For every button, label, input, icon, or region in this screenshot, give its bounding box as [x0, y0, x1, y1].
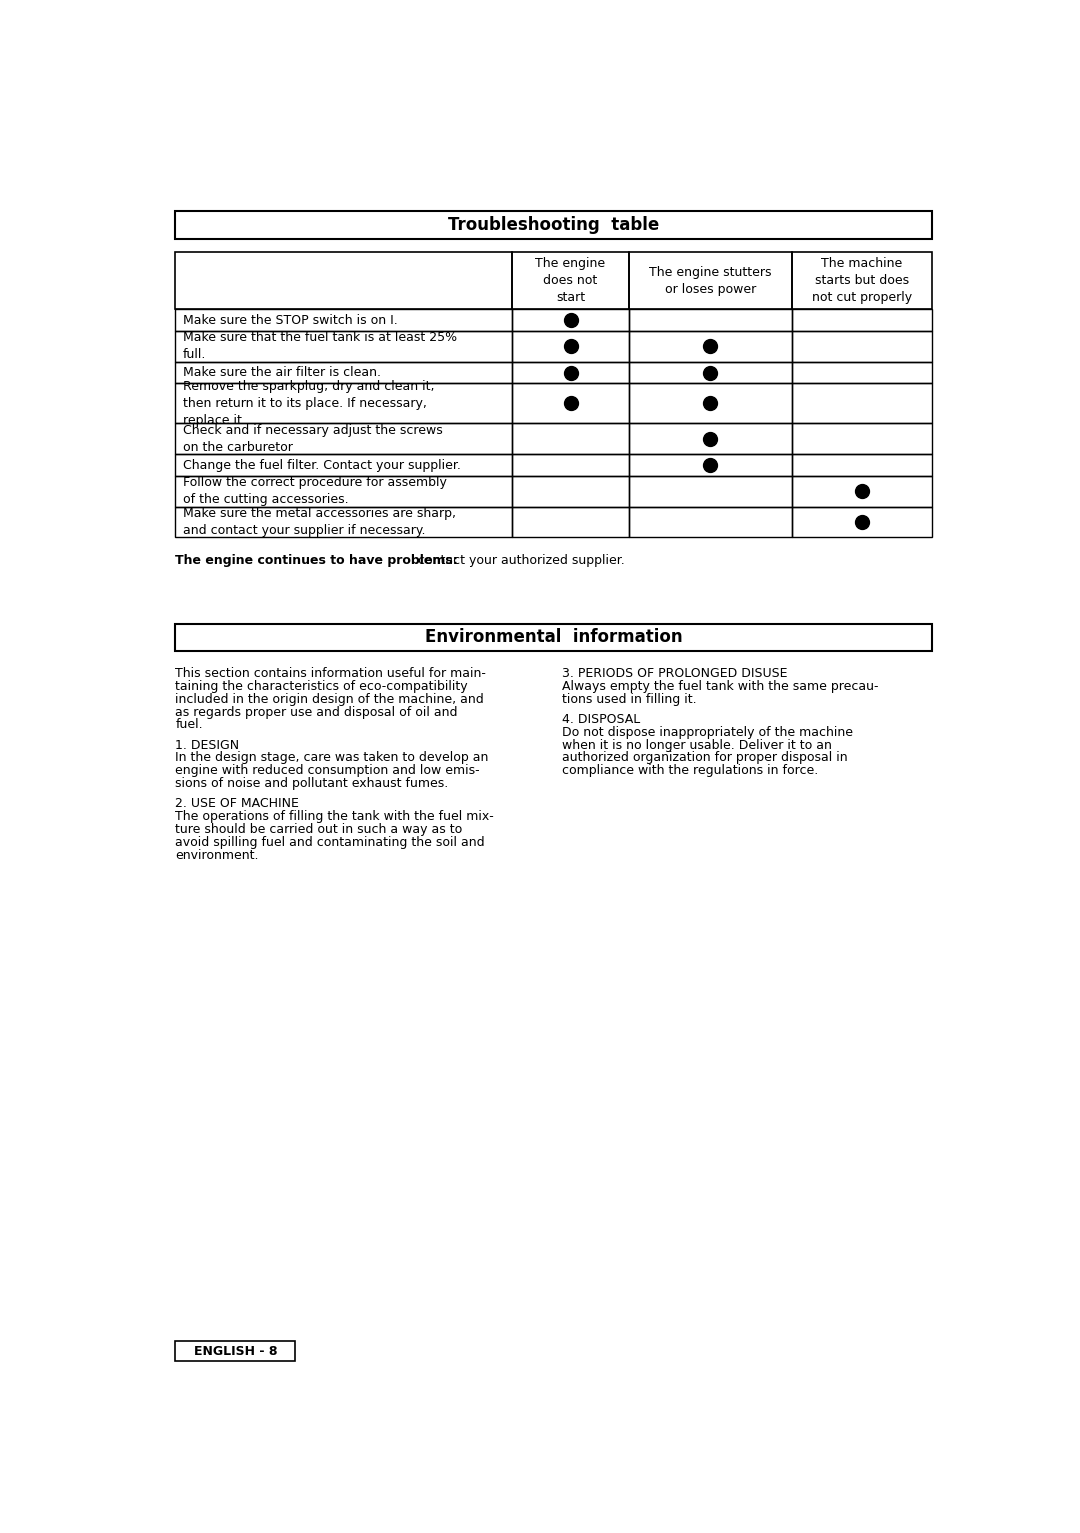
Text: Troubleshooting  table: Troubleshooting table [448, 216, 659, 233]
FancyBboxPatch shape [175, 212, 932, 239]
Text: tions used in filling it.: tions used in filling it. [562, 693, 697, 705]
Point [702, 334, 719, 359]
Text: Remove the sparkplug, dry and clean it,
then return it to its place. If necessar: Remove the sparkplug, dry and clean it, … [183, 380, 434, 426]
Text: 4. DISPOSAL: 4. DISPOSAL [562, 713, 640, 725]
Text: Do not dispose inappropriately of the machine: Do not dispose inappropriately of the ma… [562, 725, 853, 739]
FancyBboxPatch shape [175, 1341, 296, 1361]
Text: 1. DESIGN: 1. DESIGN [175, 739, 240, 751]
Point [702, 452, 719, 477]
Point [562, 308, 579, 333]
Text: This section contains information useful for main-: This section contains information useful… [175, 667, 486, 679]
Text: Change the fuel filter. Contact your supplier.: Change the fuel filter. Contact your sup… [183, 458, 461, 472]
Text: 3. PERIODS OF PROLONGED DISUSE: 3. PERIODS OF PROLONGED DISUSE [562, 667, 787, 679]
Text: when it is no longer usable. Deliver it to an: when it is no longer usable. Deliver it … [562, 739, 832, 751]
Text: 2. USE OF MACHINE: 2. USE OF MACHINE [175, 797, 299, 811]
Text: environment.: environment. [175, 849, 259, 862]
Point [853, 510, 870, 535]
Text: fuel.: fuel. [175, 719, 203, 731]
Text: Make sure that the fuel tank is at least 25%
full.: Make sure that the fuel tank is at least… [183, 331, 457, 362]
Point [562, 334, 579, 359]
Text: sions of noise and pollutant exhaust fumes.: sions of noise and pollutant exhaust fum… [175, 777, 448, 791]
Point [853, 478, 870, 503]
Point [562, 391, 579, 415]
Text: contact your authorized supplier.: contact your authorized supplier. [414, 555, 624, 567]
Text: avoid spilling fuel and contaminating the soil and: avoid spilling fuel and contaminating th… [175, 835, 485, 849]
FancyBboxPatch shape [175, 624, 932, 652]
Text: The operations of filling the tank with the fuel mix-: The operations of filling the tank with … [175, 811, 494, 823]
Text: Make sure the STOP switch is on I.: Make sure the STOP switch is on I. [183, 314, 397, 327]
Text: The machine
starts but does
not cut properly: The machine starts but does not cut prop… [812, 258, 912, 305]
Text: engine with reduced consumption and low emis-: engine with reduced consumption and low … [175, 765, 480, 777]
Text: Follow the correct procedure for assembly
of the cutting accessories.: Follow the correct procedure for assembl… [183, 477, 447, 506]
Text: compliance with the regulations in force.: compliance with the regulations in force… [562, 765, 819, 777]
Point [702, 426, 719, 451]
Point [702, 360, 719, 385]
Text: ture should be carried out in such a way as to: ture should be carried out in such a way… [175, 823, 462, 837]
Text: In the design stage, care was taken to develop an: In the design stage, care was taken to d… [175, 751, 488, 765]
Text: The engine continues to have problems:: The engine continues to have problems: [175, 555, 458, 567]
Text: Make sure the air filter is clean.: Make sure the air filter is clean. [183, 366, 381, 379]
Point [562, 360, 579, 385]
Text: Environmental  information: Environmental information [424, 629, 683, 647]
Text: The engine
does not
start: The engine does not start [536, 258, 606, 305]
Point [702, 391, 719, 415]
Text: Always empty the fuel tank with the same precau-: Always empty the fuel tank with the same… [562, 679, 878, 693]
Text: taining the characteristics of eco-compatibility: taining the characteristics of eco-compa… [175, 679, 468, 693]
Text: Make sure the metal accessories are sharp,
and contact your supplier if necessar: Make sure the metal accessories are shar… [183, 507, 456, 537]
Text: authorized organization for proper disposal in: authorized organization for proper dispo… [562, 751, 848, 765]
Text: ENGLISH - 8: ENGLISH - 8 [193, 1344, 278, 1358]
Text: as regards proper use and disposal of oil and: as regards proper use and disposal of oi… [175, 705, 458, 719]
Text: The engine stutters
or loses power: The engine stutters or loses power [649, 267, 772, 296]
Text: Check and if necessary adjust the screws
on the carburetor: Check and if necessary adjust the screws… [183, 423, 443, 454]
Text: included in the origin design of the machine, and: included in the origin design of the mac… [175, 693, 484, 705]
